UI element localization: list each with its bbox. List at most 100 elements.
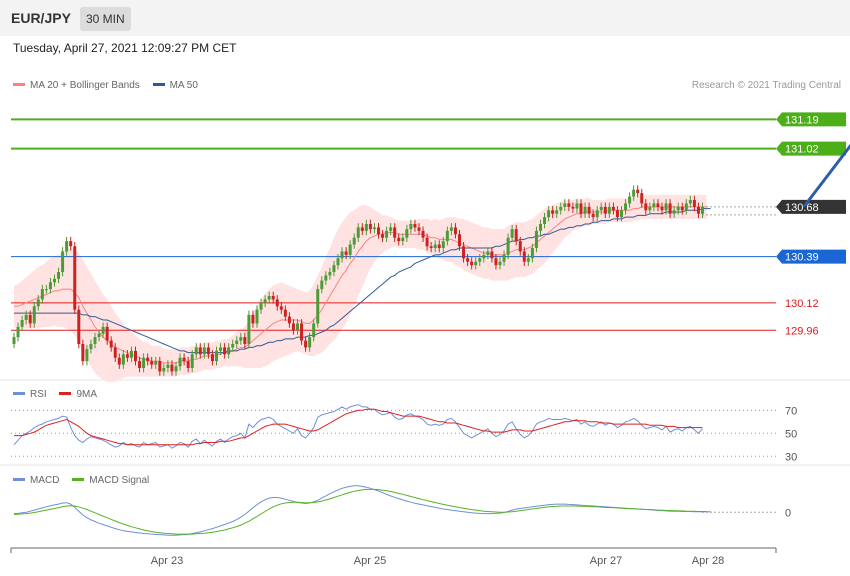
candle-body [409,224,413,230]
candle-body [69,241,73,247]
candle-body [368,224,372,230]
candle-body [466,258,470,262]
candle-body [429,246,433,248]
candle-body [518,241,522,252]
candle-body [16,326,20,338]
candle-body [648,206,652,211]
candle-body [498,261,502,266]
candle-body [320,280,324,290]
candle-body [575,203,579,209]
candle-body [304,340,308,348]
level-tag-resistance [776,141,846,156]
level-tag-resistance [776,112,846,127]
candle-body [182,357,186,362]
candle-body [198,347,202,355]
candle-body [445,230,449,242]
legend-ma20: MA 20 + Bollinger Bands [30,80,140,91]
candle-body [117,357,121,365]
candle-body [12,337,16,344]
candle-body [482,254,486,259]
candle-body [360,227,364,231]
candle-body [640,193,644,204]
candle-body [449,227,453,231]
candle-body [20,320,24,327]
rsi-swatch [13,391,25,395]
ma20-swatch [13,82,25,86]
candle-body [579,203,583,214]
legend-rsi-ma: 9MA [76,389,98,400]
candle-body [437,244,441,248]
candle-body [255,309,259,324]
candle-body [611,206,615,211]
x-tick-label: Apr 23 [151,555,183,567]
level-label-4: 130.12 [785,298,819,310]
candle-body [555,210,559,214]
candle-body [393,227,397,238]
candle-body [352,237,356,245]
candle-body [291,323,295,331]
x-tick-label: Apr 25 [354,555,386,567]
candle-body [364,224,368,231]
candle-body [158,361,162,372]
candle-body [210,354,214,362]
candle-body [138,361,142,368]
candle-body [113,347,117,358]
candle-body [539,224,542,231]
rsi-ma-swatch [59,391,72,395]
candle-body [194,347,198,355]
candle-body [235,340,239,344]
candle-body [267,296,271,300]
candle-body [97,333,101,338]
ma20-line [14,206,707,364]
candle-body [397,237,401,242]
candle-body [85,349,89,362]
candle-body [595,210,599,218]
candle-body [603,206,607,214]
candle-body [377,227,380,235]
candle-body [332,265,336,272]
candle-body [308,337,312,348]
candle-body [668,203,672,214]
timeframe-button[interactable]: 30 MIN [80,7,131,31]
candle-body [356,227,360,238]
candle-body [530,248,534,259]
ma50-swatch [152,82,165,86]
candle-body [348,244,352,255]
x-tick-label: Apr 27 [590,555,622,567]
candle-body [324,275,328,281]
legend-rsi: RSI [30,389,47,400]
bollinger-band [14,194,707,382]
x-tick-label: Apr 28 [692,555,724,567]
datetime-label: Tuesday, April 27, 2021 12:09:27 PM CET [13,41,237,55]
candle-body [453,227,457,235]
candle-body [591,213,595,218]
candle-body [219,347,223,351]
candle-body [696,206,700,214]
candle-body [571,206,575,209]
ma50-line [14,208,711,354]
candle-body [316,289,320,324]
candle-body [405,229,409,238]
candle-body [514,229,518,242]
legend-ma50: MA 50 [169,80,198,91]
candle-body [636,189,640,194]
level-label-0: 131.19 [785,114,819,126]
candle-body [506,237,510,255]
rsi-tick-label: 30 [785,451,797,463]
macd-legend: MACD MACD Signal [13,475,149,486]
candle-body [312,323,316,338]
candle-body [170,364,174,372]
candle-body [251,314,255,324]
candle-body [433,244,437,248]
candle-body [73,246,77,310]
rsi-legend: RSI 9MA [13,389,97,400]
candle-body [28,314,32,324]
macd-line [13,485,711,536]
candle-body [534,230,538,248]
candle-body [279,306,283,310]
credit-label: Research © 2021 Trading Central [691,80,841,91]
level-label-1: 131.02 [785,144,819,156]
candle-body [620,210,623,218]
candle-body [587,206,591,214]
candle-body [57,272,61,279]
